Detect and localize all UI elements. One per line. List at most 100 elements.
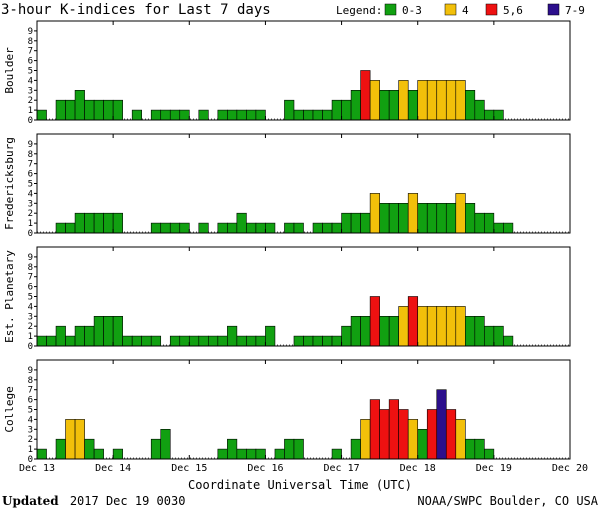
footer-updated-label: Updated — [2, 494, 59, 508]
bar — [112, 448, 123, 460]
bar — [93, 99, 104, 121]
x-axis-ticks: Dec 13 Dec 14 Dec 15 Dec 16 Dec 17 Dec 18 Dec … — [19, 21, 588, 474]
bar — [398, 203, 409, 234]
bar — [407, 296, 419, 347]
bar — [293, 438, 304, 460]
bar — [369, 80, 380, 121]
x-tick-label: Dec 19 — [476, 463, 512, 474]
legend-item-5-6: 5,6 — [503, 4, 523, 17]
bar — [407, 90, 419, 121]
bar — [150, 109, 162, 121]
bar — [455, 419, 466, 460]
bar — [131, 335, 142, 347]
x-tick-label: Dec 16 — [247, 463, 283, 474]
bar — [265, 222, 276, 234]
bar — [360, 212, 371, 234]
bar — [227, 325, 238, 347]
y-tick-label: 1 — [28, 332, 33, 342]
y-tick-label: 1 — [28, 106, 33, 116]
y-tick-label: 4 — [28, 415, 33, 425]
bar — [198, 222, 209, 234]
bar — [103, 212, 114, 234]
bar — [379, 315, 390, 347]
bar — [188, 335, 200, 347]
bar — [455, 306, 466, 347]
bar — [112, 212, 123, 234]
footer-updated: Updated 2017 Dec 19 0030 — [2, 494, 185, 508]
x-tick-label: Dec 13 — [19, 463, 55, 474]
bar — [227, 109, 238, 121]
bar — [293, 109, 304, 121]
bar — [284, 438, 295, 460]
bar — [227, 438, 238, 460]
y-tick-label: 9 — [28, 27, 33, 37]
y-tick-label: 6 — [28, 57, 33, 67]
bar — [141, 335, 152, 347]
y-tick-label: 7 — [28, 160, 33, 170]
y-tick-label: 8 — [28, 263, 33, 273]
bar — [217, 222, 228, 234]
x-tick-label: Dec 18 — [400, 463, 436, 474]
bar — [246, 448, 257, 460]
bar — [331, 222, 342, 234]
bar — [445, 409, 457, 460]
bar — [417, 428, 428, 460]
bar — [160, 222, 171, 234]
bar — [398, 409, 409, 460]
bar — [150, 222, 162, 234]
bar — [474, 438, 485, 460]
y-tick-label: 6 — [28, 170, 33, 180]
y-tick-label: 5 — [28, 67, 33, 77]
bar — [236, 212, 247, 234]
bar — [255, 222, 266, 234]
footer-updated-value: 2017 Dec 19 0030 — [70, 494, 186, 508]
bar — [255, 448, 266, 460]
y-tick-label: 2 — [28, 209, 33, 219]
y-tick-label: 2 — [28, 322, 33, 332]
y-tick-label: 5 — [28, 180, 33, 190]
bar — [150, 335, 162, 347]
y-tick-label: 0 — [28, 116, 33, 126]
bar — [388, 90, 399, 121]
y-tick-label: 3 — [28, 425, 33, 435]
bar — [274, 448, 285, 460]
bar — [284, 222, 295, 234]
y-tick-label: 3 — [28, 86, 33, 96]
bar — [284, 99, 295, 121]
bar — [55, 222, 66, 234]
legend-swatch-4 — [444, 3, 457, 16]
bar — [217, 335, 228, 347]
bar — [331, 448, 342, 460]
bar — [436, 203, 447, 234]
bar — [131, 109, 142, 121]
y-tick-label: 9 — [28, 366, 33, 376]
footer-source: NOAA/SWPC Boulder, CO USA — [417, 494, 598, 508]
legend-item-7-9: 7-9 — [565, 4, 585, 17]
bar — [36, 335, 47, 347]
bar — [217, 109, 228, 121]
bar — [65, 335, 76, 347]
y-tick-label: 9 — [28, 253, 33, 263]
x-tick-label: Dec 17 — [324, 463, 360, 474]
bar — [484, 448, 495, 460]
bar — [341, 325, 352, 347]
bar — [322, 109, 333, 121]
bar — [464, 438, 476, 460]
bar — [484, 325, 495, 347]
bar — [112, 99, 123, 121]
bar — [36, 448, 47, 460]
bar — [503, 335, 514, 347]
bar — [55, 325, 66, 347]
bar — [103, 99, 114, 121]
y-tick-label: 4 — [28, 189, 33, 199]
bar — [303, 335, 314, 347]
bar — [379, 409, 390, 460]
bar — [93, 212, 104, 234]
bar — [445, 306, 457, 347]
bar — [436, 80, 447, 121]
chart-title: 3-hour K-indices for Last 7 days — [1, 2, 271, 18]
